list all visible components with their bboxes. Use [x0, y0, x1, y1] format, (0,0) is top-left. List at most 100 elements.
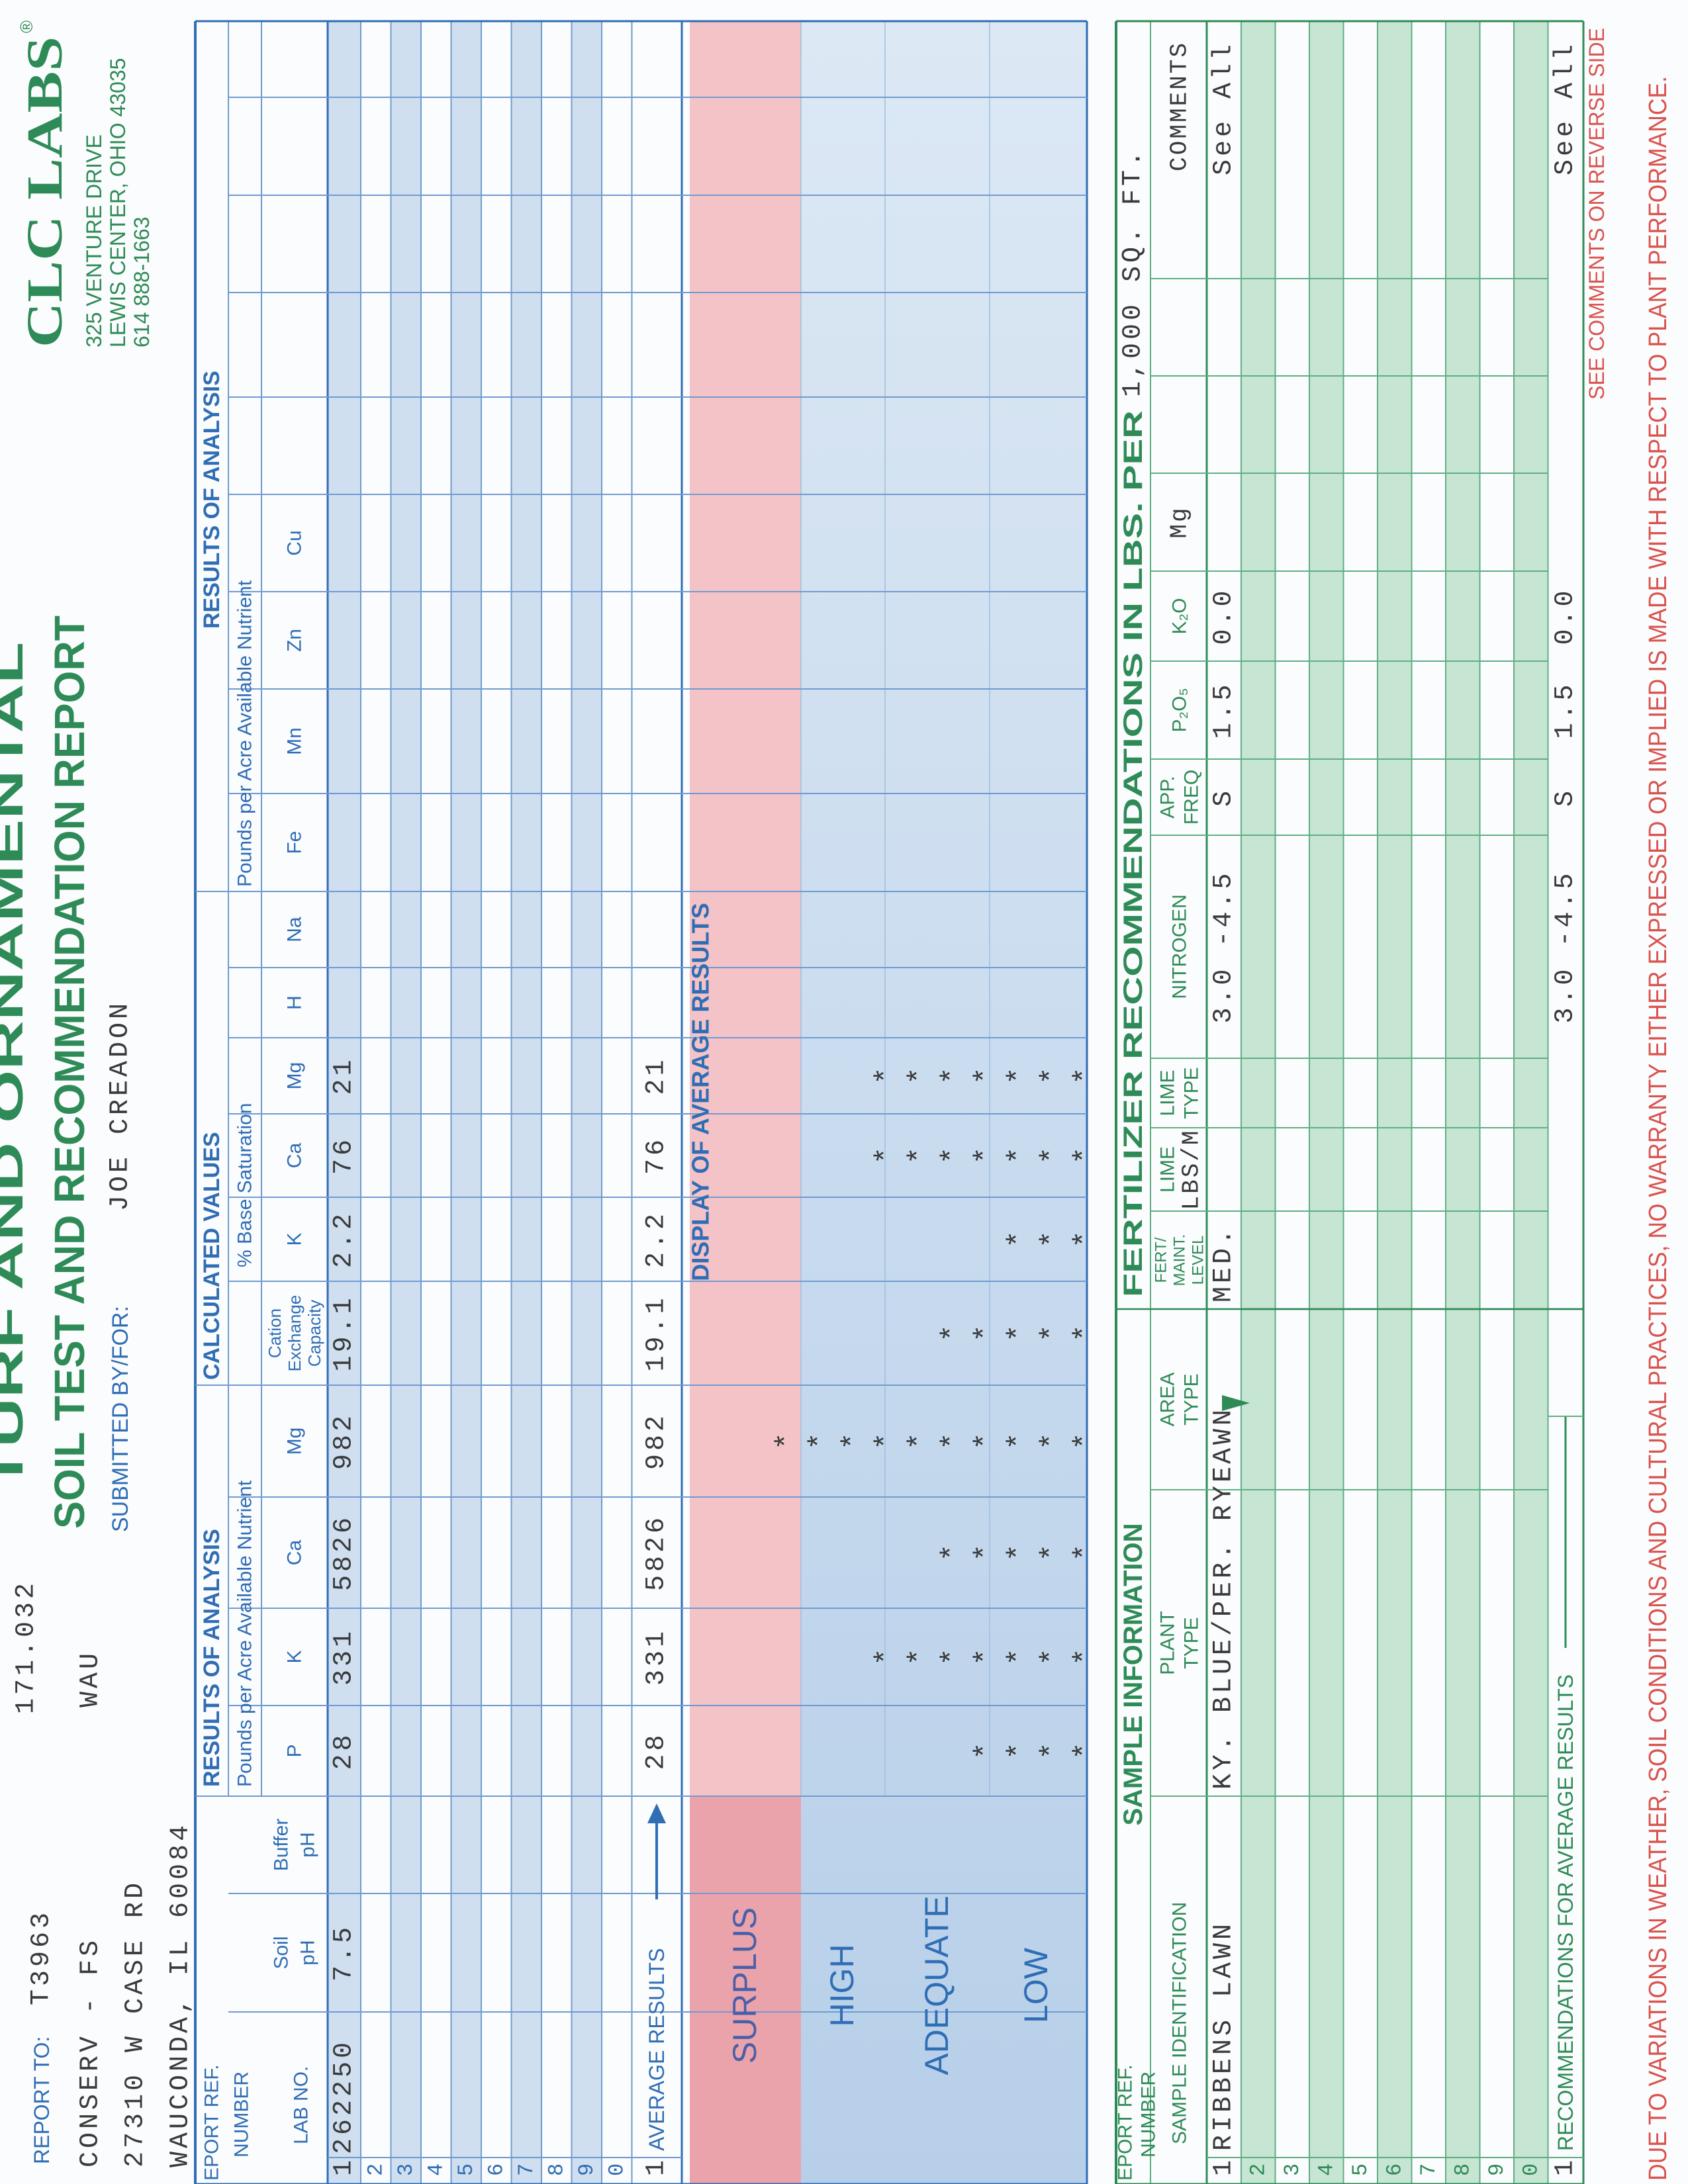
cell-text: 0.0 [1209, 587, 1239, 645]
result-value: 21 [330, 1056, 359, 1095]
unit-label: 1,000 SQ. FT. [1119, 148, 1149, 397]
level-star: * [1069, 1067, 1102, 1084]
cell-text: 3.0 -4.5 [1551, 870, 1581, 1023]
cell-text: 3.0 -4.5 [1209, 870, 1239, 1023]
column-header: TYPE [1181, 1617, 1203, 1668]
row-number: 8 [1451, 2163, 1476, 2176]
row-number: 1 [1209, 2160, 1239, 2176]
level-star: * [1003, 1067, 1036, 1084]
level-star: * [1069, 1432, 1102, 1449]
level-star: * [1069, 1544, 1102, 1561]
result-value: 5826 [330, 1514, 359, 1591]
level-star: * [1003, 1648, 1036, 1665]
column-header: LIME [1157, 1146, 1179, 1193]
column-header: FERT/ [1152, 1237, 1170, 1283]
average-value: 331 [642, 1628, 672, 1686]
cell-text: 1.5 [1209, 681, 1239, 739]
level-star: * [1036, 1230, 1069, 1248]
shading [391, 21, 421, 2184]
level-label: ADEQUATE [918, 1895, 955, 2075]
arrow-head [1222, 1395, 1250, 1411]
level-star: * [1003, 1230, 1036, 1248]
level-star: * [904, 1067, 937, 1084]
row-number: 2 [1246, 2163, 1271, 2176]
column-header: Exchange [285, 1295, 305, 1372]
column-header: P [284, 1744, 306, 1757]
reverse-note: SEE COMMENTS ON REVERSE SIDE [1585, 28, 1609, 400]
column-header: LBS/M [1178, 1128, 1205, 1210]
average-label: RECOMMENDATIONS FOR AVERAGE RESULTS [1554, 1674, 1577, 2151]
level-star: * [1036, 1067, 1069, 1084]
cell-text: S [1209, 788, 1239, 807]
level-star: * [970, 1648, 1003, 1665]
level-star: * [970, 1742, 1003, 1759]
row-number: 2 [364, 2163, 389, 2176]
result-value: 7.5 [330, 1924, 359, 1981]
result-value: 19.1 [330, 1295, 359, 1371]
address-line: WAUCONDA, IL 60084 [166, 1822, 196, 2167]
shading [1378, 21, 1412, 2184]
report-to-label: REPORT TO: [30, 2036, 54, 2164]
level-star: * [970, 1147, 1003, 1164]
branch-code: WAU [76, 1650, 106, 1707]
column-header: TYPE [1181, 1067, 1203, 1118]
surplus-band [690, 21, 801, 2184]
ref-header: NUMBER [231, 2071, 253, 2158]
row-number: 8 [545, 2163, 569, 2176]
column-header: Cu [284, 530, 306, 555]
column-header: Na [284, 917, 306, 942]
section-title: FERTILIZER RECOMMENDATIONS IN LBS. PER [1119, 410, 1148, 1297]
row-number: 9 [575, 2163, 599, 2176]
shading [511, 21, 541, 2184]
row-number: 3 [1280, 2163, 1305, 2176]
column-header: H [284, 995, 306, 1010]
column-header: MAINT. [1171, 1234, 1189, 1287]
cell-text: 0.0 [1551, 587, 1581, 645]
level-star: * [937, 1648, 970, 1665]
cell-text: KY. BLUE/PER. RYE [1209, 1463, 1239, 1790]
column-header: pH [297, 1832, 319, 1857]
row-number: 7 [1417, 2163, 1441, 2176]
column-header: Ca [284, 1143, 306, 1169]
cell-text: MED. [1209, 1226, 1239, 1302]
row-number: 1 [1551, 2160, 1581, 2176]
level-label: HIGH [823, 1944, 861, 2027]
lab-no-header: LAB NO. [291, 2066, 312, 2144]
column-header: NITROGEN [1169, 894, 1191, 999]
column-header: Mg [284, 1428, 306, 1455]
column-header: FREQ [1181, 770, 1203, 825]
level-star: * [1069, 1324, 1102, 1342]
level-star: * [804, 1432, 837, 1449]
lab-address: 325 VENTURE DRIVE [82, 134, 106, 347]
ref-header: EPORT REF. [201, 2064, 223, 2181]
average-value: 76 [642, 1136, 672, 1175]
shading [328, 21, 361, 2184]
title-top: TURF AND ORNAMENTAL [0, 642, 32, 1489]
column-header: K₂O [1169, 598, 1191, 635]
warranty-note: DUE TO VARIATIONS IN WEATHER, SOIL CONDI… [1644, 76, 1672, 2181]
average-value: 2.2 [642, 1210, 672, 1268]
cell-text: LAWN [1209, 1406, 1239, 1483]
address-line: CONSERV - FS [76, 1937, 106, 2167]
column-header: APP. [1157, 776, 1179, 819]
column-header: Cation [265, 1308, 285, 1358]
shading [1241, 21, 1276, 2184]
column-header: PLANT [1157, 1611, 1179, 1675]
column-header: LIME [1157, 1069, 1179, 1116]
level-star: * [1003, 1742, 1036, 1759]
level-star: * [970, 1324, 1003, 1342]
level-star: * [1003, 1324, 1036, 1342]
ref-header: EPORT REF. [1115, 2064, 1137, 2181]
column-header: K [284, 1232, 306, 1246]
cell-text: 1.5 [1551, 681, 1581, 739]
average-value: 28 [642, 1731, 672, 1770]
shading [1514, 21, 1548, 2184]
display-title: DISPLAY OF AVERAGE RESULTS [687, 903, 714, 1281]
group-title: CALCULATED VALUES [199, 1132, 224, 1380]
cell-text: See All [1551, 41, 1581, 175]
shading [451, 21, 481, 2184]
row-number: 4 [1315, 2163, 1339, 2176]
column-header: Mg [284, 1062, 306, 1090]
level-star: * [970, 1067, 1003, 1084]
